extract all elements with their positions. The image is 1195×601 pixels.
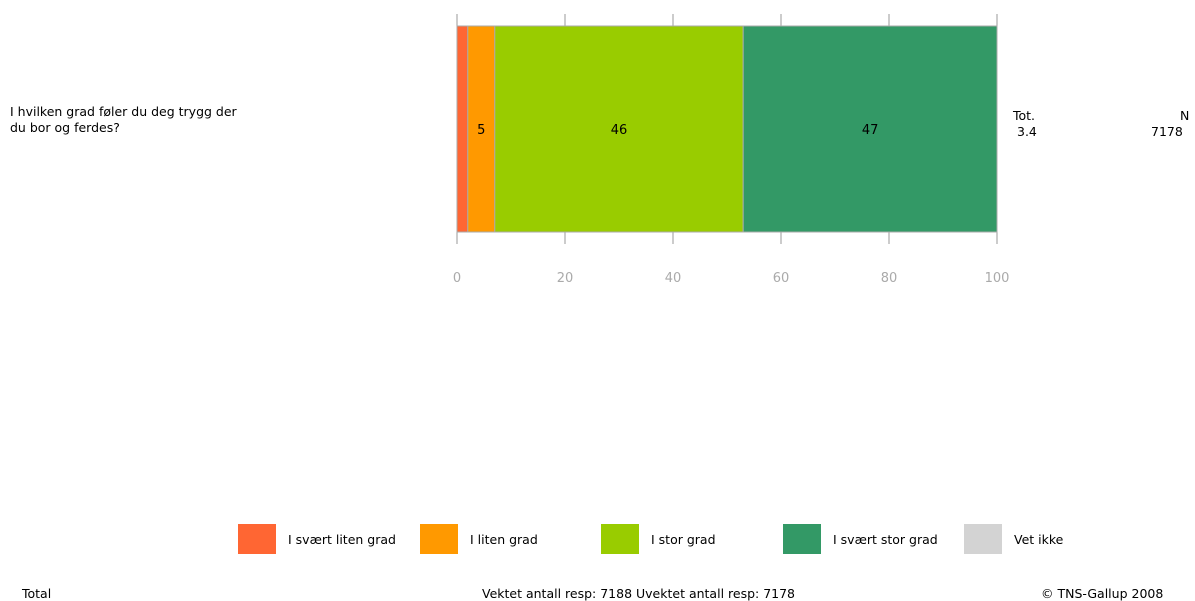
- footer-right: © TNS-Gallup 2008: [1041, 586, 1164, 601]
- bar-segment-2: [494, 25, 744, 233]
- bar-segment-1: [467, 25, 496, 233]
- x-tick-label: 20: [557, 271, 574, 286]
- footer-center: Vektet antall resp: 7188 Uvektet antall …: [482, 586, 796, 601]
- n-value: 7178: [1151, 124, 1183, 139]
- bar-data-label: 47: [862, 123, 879, 138]
- bar-segment-0: [456, 25, 469, 233]
- bar-data-label: 5: [477, 123, 485, 138]
- x-tick-label: 60: [773, 271, 790, 286]
- x-tick-label: 40: [665, 271, 682, 286]
- x-tick-label: 0: [453, 271, 461, 286]
- footer-left: Total: [22, 586, 52, 601]
- x-tick-label: 100: [985, 271, 1010, 286]
- question-text: I hvilken grad føler du deg trygg der du…: [10, 104, 237, 135]
- x-tick-label: 80: [881, 271, 898, 286]
- n-label: N: [1180, 108, 1190, 123]
- tot-label: Tot.: [1013, 108, 1036, 123]
- tot-value: 3.4: [1017, 124, 1037, 139]
- bar-segment-3: [742, 25, 998, 233]
- bar-data-label: 46: [611, 123, 628, 138]
